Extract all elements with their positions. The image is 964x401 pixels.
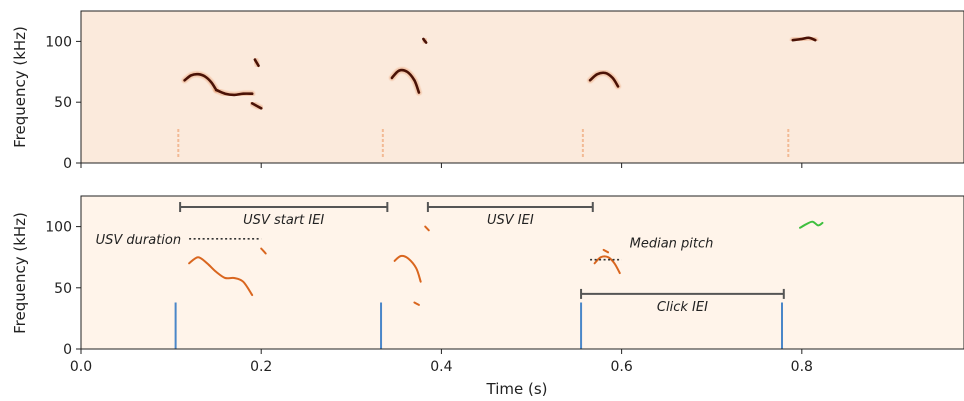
spectrogram-marks xyxy=(177,34,819,159)
usv-trace-5 xyxy=(424,225,430,232)
annotated-y-tick-label-100: 100 xyxy=(45,220,72,236)
dotted-median-pitch: Median pitch xyxy=(590,237,714,261)
annotated-y-label: Frequency (kHz) xyxy=(11,212,29,334)
annotated-panel: USV start IEI USV IEI Click IEI USV duratio… xyxy=(11,195,964,398)
x-tick-label-3: 0.4 xyxy=(430,359,452,375)
spectrogram-y-ticks: 0 50 100 xyxy=(45,34,81,172)
bracket-usv-start-iei: USV start IEI xyxy=(179,202,389,228)
annotated-y-ticks: 0 50 100 xyxy=(45,220,81,358)
usv-trace-4 xyxy=(413,301,420,306)
x-tick-label-2: 0.2 xyxy=(250,359,272,375)
spectrogram-y-tick-label-50: 50 xyxy=(54,95,72,111)
annotations: USV start IEI USV IEI Click IEI USV duratio… xyxy=(96,202,785,315)
usv-trace-3 xyxy=(393,254,422,283)
spectrogram-y-tick-label-0: 0 xyxy=(63,156,72,172)
spectrogram-trace-6 xyxy=(422,37,428,44)
bracket-label-click-iei: Click IEI xyxy=(657,300,708,315)
dotted-label-median-pitch: Median pitch xyxy=(630,237,714,252)
usv-trace-1 xyxy=(188,256,254,297)
x-tick-label-5: 0.8 xyxy=(791,359,813,375)
spectrogram-trace-7 xyxy=(588,71,620,88)
bracket-usv-iei: USV IEI xyxy=(426,202,594,228)
usv-trace-6 xyxy=(593,255,621,275)
x-axis-label: Time (s) xyxy=(486,380,548,398)
spectrogram-trace-3 xyxy=(250,102,263,110)
spectrogram-trace-8 xyxy=(791,36,817,42)
bracket-label-usv-start-iei: USV start IEI xyxy=(243,213,324,228)
annotated-marks xyxy=(174,220,824,349)
usv-trace-7 xyxy=(602,248,610,254)
spectrogram-x-ticks xyxy=(80,163,803,168)
spectrogram-trace-5 xyxy=(390,68,421,94)
annotated-frame xyxy=(80,195,964,350)
spectrogram-y-label: Frequency (kHz) xyxy=(11,26,29,148)
spectrogram-y-tick-label-100: 100 xyxy=(45,34,72,50)
spectrogram-background xyxy=(81,11,964,163)
annotated-y-tick-label-50: 50 xyxy=(54,281,72,297)
annotated-y-tick-label-0: 0 xyxy=(63,342,72,358)
spectrogram-trace-1 xyxy=(183,72,218,92)
dotted-label-usv-duration: USV duration xyxy=(96,233,182,248)
annotated-background xyxy=(81,196,964,349)
x-tick-label-4: 0.6 xyxy=(610,359,632,375)
usv-trace-8 xyxy=(799,220,824,229)
bracket-click-iei: Click IEI xyxy=(580,288,785,315)
spectrogram-trace-4 xyxy=(253,58,260,67)
spectrogram-trace-2 xyxy=(214,88,254,97)
x-tick-label-1: 0.0 xyxy=(70,359,92,375)
annotated-x-ticks: 0.0 0.2 0.4 0.6 0.8 xyxy=(70,349,813,375)
dotted-usv-duration: USV duration xyxy=(96,233,262,248)
spectrogram-frame xyxy=(80,10,964,164)
bracket-label-usv-iei: USV IEI xyxy=(487,213,534,228)
spectrogram-panel: 0 50 100 Frequency (kHz) xyxy=(11,10,964,172)
usv-trace-2 xyxy=(260,247,267,255)
